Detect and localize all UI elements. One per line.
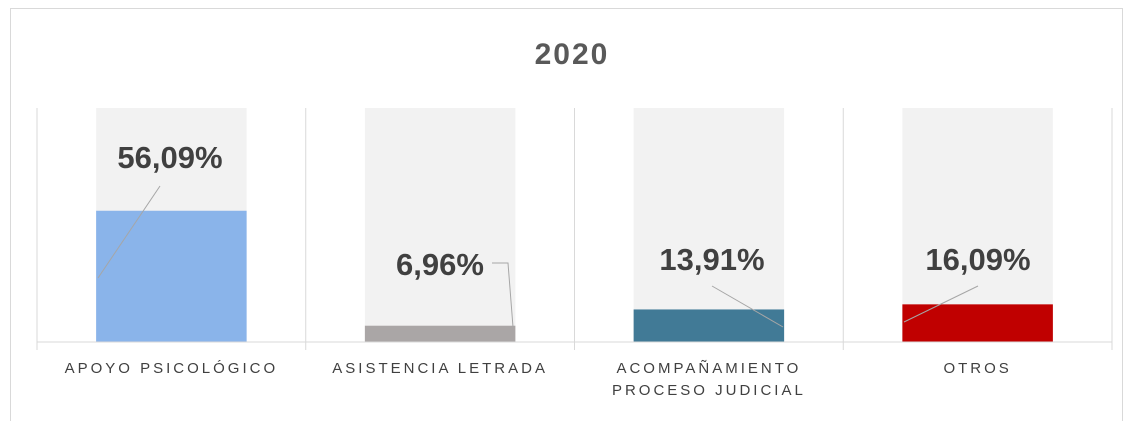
data-label: 6,96% [396, 247, 484, 282]
bar [364, 325, 516, 342]
bar-background [902, 108, 1053, 342]
bar-background [633, 108, 785, 342]
bar [902, 304, 1053, 342]
x-tick-label: ASISTENCIA LETRADA [332, 360, 548, 377]
bar-background [364, 108, 516, 342]
leader-line [711, 285, 784, 328]
data-label: 56,09% [117, 140, 222, 175]
x-tick-label: OTROS [943, 360, 1012, 377]
bar [633, 309, 785, 342]
data-label: 16,09% [925, 242, 1030, 277]
data-label: 13,91% [659, 242, 764, 277]
leader-line [97, 185, 161, 279]
chart-title: 2020 [535, 38, 610, 71]
leader-line [903, 285, 979, 323]
x-tick-label: APOYO PSICOLÓGICO [64, 360, 279, 377]
leader-line [492, 262, 514, 328]
x-tick-label: ACOMPAÑAMIENTO PROCESO JUDICIAL [611, 360, 806, 399]
bar [96, 210, 247, 342]
